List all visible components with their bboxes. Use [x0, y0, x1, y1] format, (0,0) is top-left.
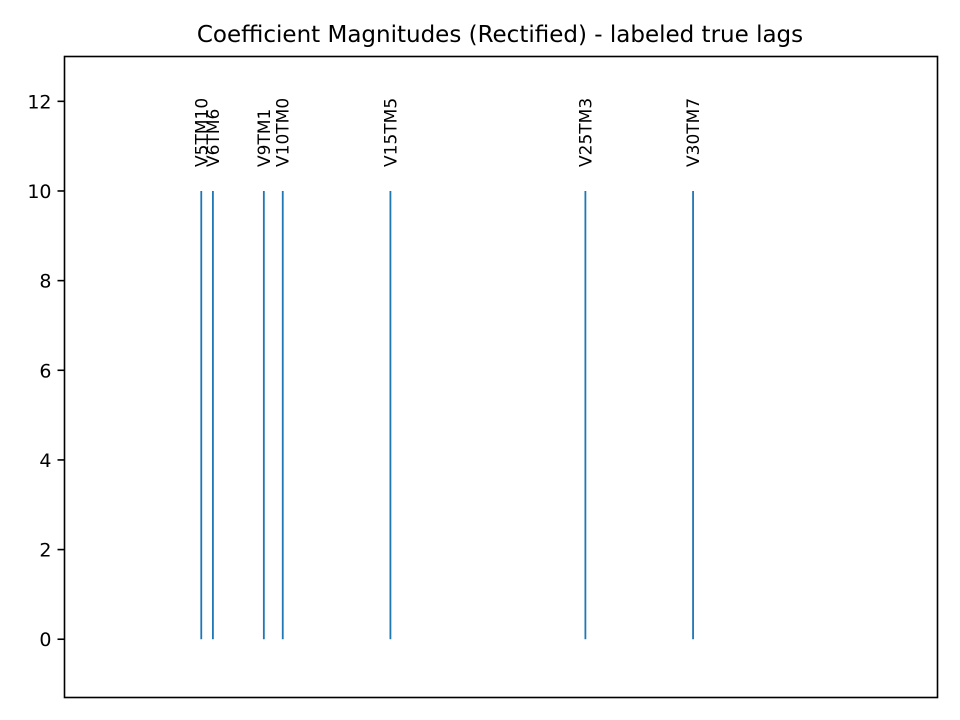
lag-label: V10TM0: [274, 98, 294, 167]
bar: [212, 190, 214, 640]
bar: [281, 190, 284, 640]
y-tick-label: 8: [39, 271, 51, 293]
y-axis: 0 2 4 6 8 10 12: [27, 91, 65, 651]
lag-label: V30TM7: [684, 98, 704, 167]
lag-label: V5TM10: [192, 98, 212, 167]
lag-label: V15TM5: [381, 98, 401, 167]
y-tick-label: 4: [39, 450, 51, 472]
lag-label: V6TM6: [204, 109, 224, 167]
bar: [389, 190, 392, 640]
y-tick-label: 2: [39, 540, 51, 562]
lag-label: V9TM1: [255, 109, 275, 167]
y-tick-label: 10: [27, 181, 51, 203]
axes-frame: [63, 55, 939, 699]
bar: [692, 190, 694, 640]
lag-label: V25TM3: [576, 98, 596, 167]
bar: [262, 190, 265, 640]
y-tick-label: 12: [27, 91, 51, 113]
y-tick-label: 6: [39, 360, 51, 382]
chart-title: Coefficient Magnitudes (Rectified) - lab…: [197, 22, 803, 48]
bar: [584, 190, 587, 640]
bars-layer: [200, 190, 694, 640]
y-tick-label: 0: [39, 629, 51, 651]
bar: [200, 190, 203, 640]
